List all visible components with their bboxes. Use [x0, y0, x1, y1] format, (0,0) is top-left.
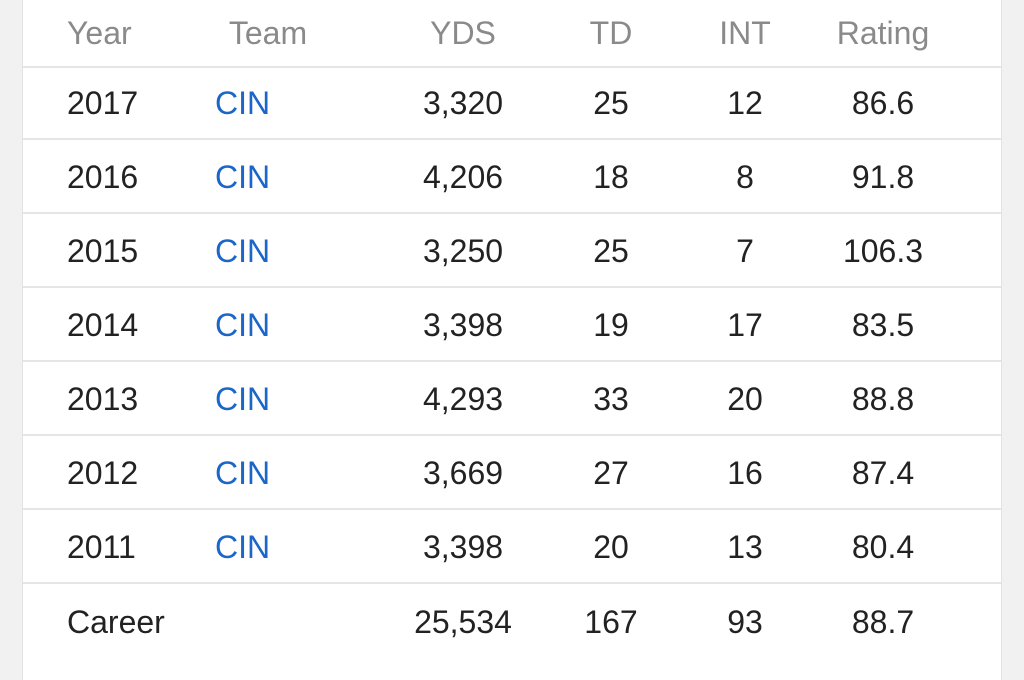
cell-int: 20 [727, 380, 763, 417]
header-team[interactable]: Team [228, 14, 308, 51]
cell-int: 8 [736, 158, 754, 195]
team-link[interactable]: CIN [215, 158, 271, 195]
career-int: 93 [727, 603, 763, 640]
cell-rating: 91.8 [851, 158, 915, 195]
team-link[interactable]: CIN [215, 528, 271, 565]
cell-rating: 106.3 [842, 232, 924, 269]
career-rating: 88.7 [851, 603, 915, 640]
cell-int: 12 [727, 84, 763, 121]
cell-year: 2012 [67, 454, 139, 491]
cell-yds: 3,669 [422, 454, 504, 491]
career-totals-row: Career 25,534 167 93 88.7 [23, 586, 1001, 658]
cell-td: 20 [593, 528, 629, 565]
team-link[interactable]: CIN [215, 84, 271, 121]
cell-int: 7 [736, 232, 754, 269]
cell-yds: 4,293 [422, 380, 504, 417]
cell-td: 25 [593, 84, 629, 121]
cell-year: 2011 [67, 528, 136, 565]
cell-yds: 4,206 [422, 158, 504, 195]
team-link[interactable]: CIN [215, 380, 271, 417]
cell-td: 27 [593, 454, 629, 491]
cell-yds: 3,398 [422, 306, 504, 343]
team-link[interactable]: CIN [215, 306, 271, 343]
team-link[interactable]: CIN [215, 454, 271, 491]
career-label: Career [67, 603, 165, 640]
header-int[interactable]: INT [719, 14, 771, 51]
table-row: 2016 CIN 4,206 18 8 91.8 [23, 142, 1001, 214]
table-row: 2017 CIN 3,320 25 12 86.6 [23, 68, 1001, 140]
table-row: 2015 CIN 3,250 25 7 106.3 [23, 216, 1001, 288]
cell-int: 16 [727, 454, 763, 491]
stats-card: Year Team YDS TD INT Rating 2017 CIN 3,3… [22, 0, 1002, 680]
cell-td: 19 [593, 306, 629, 343]
table-header-row: Year Team YDS TD INT Rating [23, 0, 1001, 68]
cell-rating: 83.5 [851, 306, 915, 343]
cell-rating: 87.4 [851, 454, 915, 491]
cell-year: 2016 [67, 158, 139, 195]
career-td: 167 [584, 603, 638, 640]
cell-year: 2014 [67, 306, 139, 343]
cell-yds: 3,320 [422, 84, 504, 121]
table-row: 2014 CIN 3,398 19 17 83.5 [23, 290, 1001, 362]
career-yds: 25,534 [414, 603, 512, 640]
team-link[interactable]: CIN [215, 232, 271, 269]
cell-yds: 3,250 [422, 232, 504, 269]
cell-rating: 80.4 [851, 528, 915, 565]
cell-td: 33 [593, 380, 629, 417]
table-row: 2011 CIN 3,398 20 13 80.4 [23, 512, 1001, 584]
cell-rating: 88.8 [851, 380, 915, 417]
cell-td: 25 [593, 232, 629, 269]
cell-year: 2013 [67, 380, 139, 417]
cell-yds: 3,398 [422, 528, 504, 565]
header-rating[interactable]: Rating [836, 14, 930, 51]
table-row: 2012 CIN 3,669 27 16 87.4 [23, 438, 1001, 510]
cell-int: 13 [727, 528, 763, 565]
cell-int: 17 [727, 306, 763, 343]
header-yds[interactable]: YDS [430, 14, 496, 51]
header-td[interactable]: TD [589, 14, 633, 51]
cell-rating: 86.6 [851, 84, 915, 121]
header-year[interactable]: Year [67, 14, 132, 51]
cell-year: 2017 [67, 84, 139, 121]
cell-td: 18 [593, 158, 629, 195]
table-row: 2013 CIN 4,293 33 20 88.8 [23, 364, 1001, 436]
cell-year: 2015 [67, 232, 139, 269]
